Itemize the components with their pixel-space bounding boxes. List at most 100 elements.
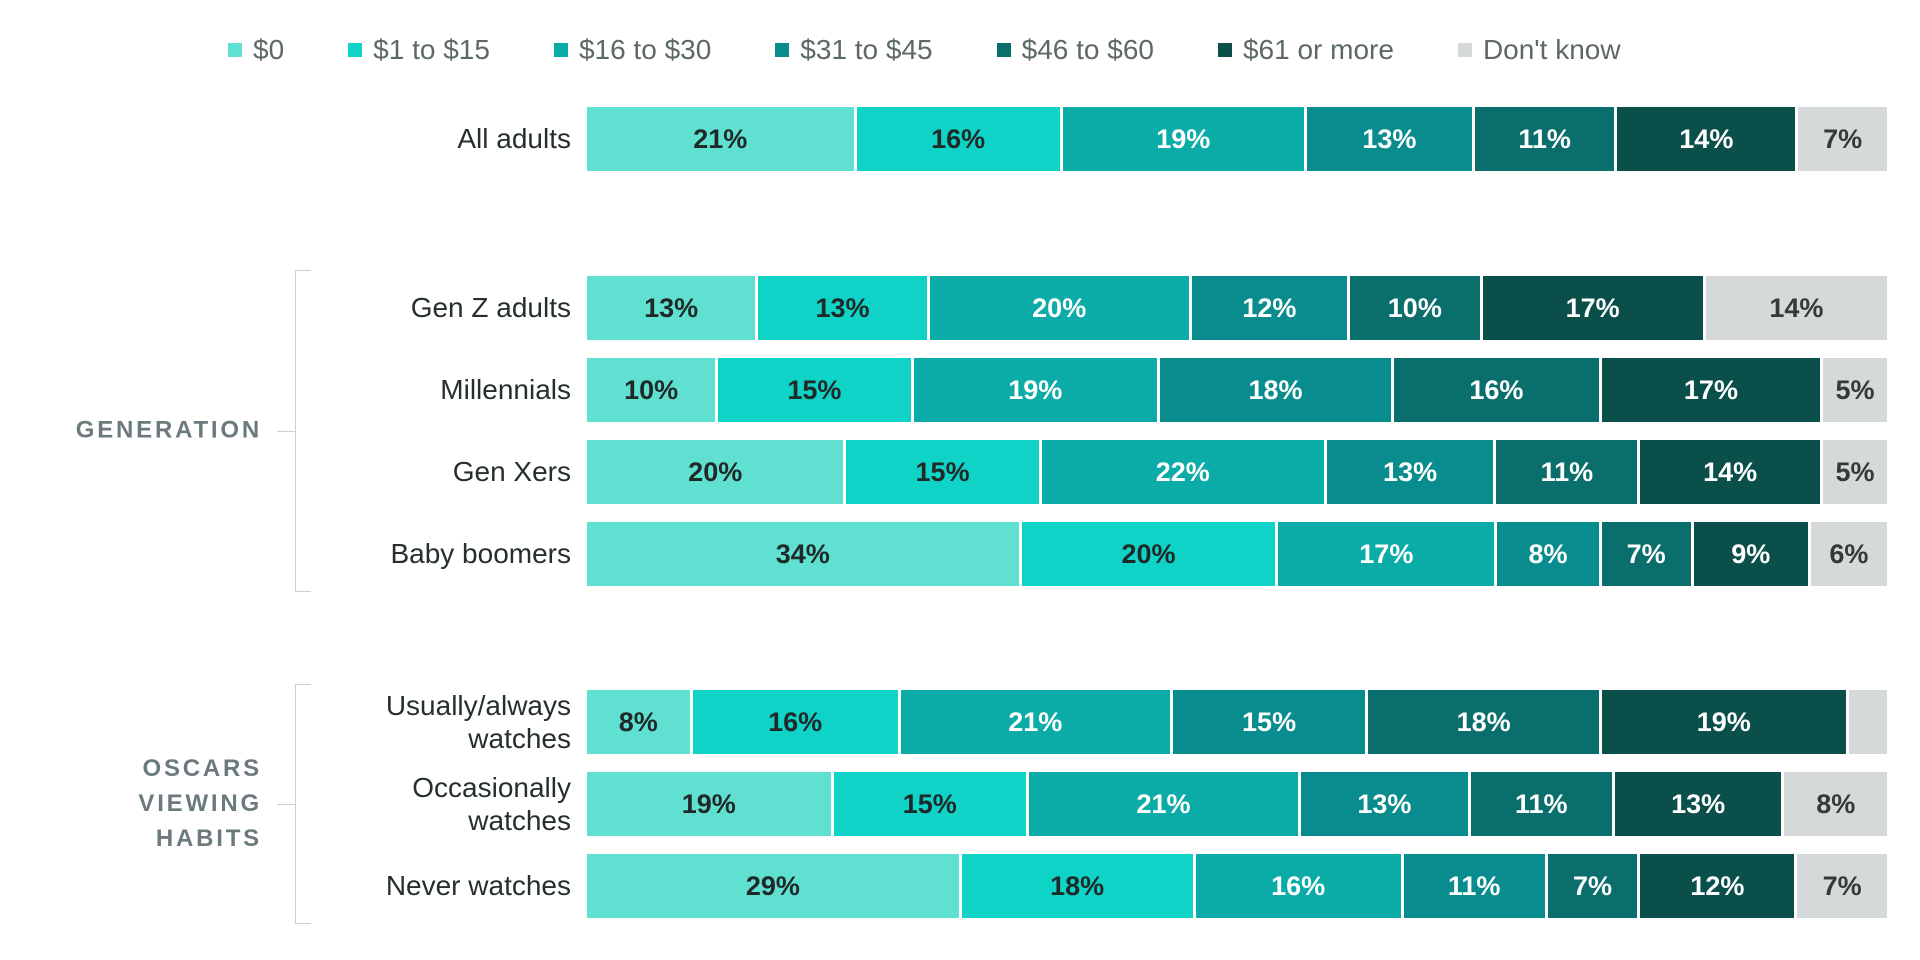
bar-segment: 14%	[1705, 276, 1887, 340]
bar-segment: 6%	[1810, 522, 1887, 586]
legend-item: $46 to $60	[996, 34, 1154, 66]
stacked-bar: 29% 18% 16% 11% 7% 12% 7%	[587, 854, 1887, 918]
legend-label: $31 to $45	[800, 34, 933, 65]
bar-segment: 21%	[900, 690, 1170, 754]
bar-segment: 15%	[718, 358, 911, 422]
bar-segment: 20%	[587, 440, 844, 504]
bar-row: Gen Xers 20% 15% 22% 13% 11% 14% 5%	[0, 440, 1920, 504]
bar-segment: 18%	[1160, 358, 1391, 422]
stacked-bar: 10% 15% 19% 18% 16% 17% 5%	[587, 358, 1887, 422]
row-label: Gen Z adults	[410, 292, 571, 324]
bar-segment: 20%	[929, 276, 1189, 340]
bar-row: Never watches 29% 18% 16% 11% 7% 12% 7%	[0, 854, 1920, 918]
bar-segment: 10%	[587, 358, 716, 422]
legend-swatch-icon	[1217, 43, 1232, 57]
group-bracket	[277, 270, 311, 592]
bar-segment: 15%	[833, 772, 1026, 836]
bar-segment: 14%	[1640, 440, 1820, 504]
legend-item: $31 to $45	[775, 34, 933, 66]
legend-label: Don't know	[1482, 34, 1621, 65]
stacked-bar: 13% 13% 20% 12% 10% 17% 14%	[587, 276, 1887, 340]
legend-swatch-icon	[228, 43, 242, 57]
legend-item: $16 to $30	[553, 34, 712, 66]
bar-segment: 29%	[587, 854, 959, 918]
legend-swatch-icon	[775, 43, 790, 57]
bar-segment: 15%	[846, 440, 1039, 504]
stacked-bar: 34% 20% 17% 8% 7% 9% 6%	[587, 522, 1887, 586]
legend-label: $16 to $30	[578, 34, 712, 65]
bar-segment: 9%	[1693, 522, 1808, 586]
legend-label: $0	[253, 34, 285, 65]
bar-segment: 13%	[758, 276, 927, 340]
bar-segment: 22%	[1041, 440, 1324, 504]
bar-segment: 21%	[1028, 772, 1299, 836]
bar-segment: 19%	[913, 358, 1158, 422]
legend-item: $61 or more	[1217, 34, 1394, 66]
stacked-bar: 21% 16% 19% 13% 11% 14% 7%	[587, 107, 1887, 171]
legend-item: $1 to $15	[348, 34, 490, 66]
bar-segment: 16%	[856, 107, 1060, 171]
bar-segment: 7%	[1798, 107, 1887, 171]
bar-segment: 11%	[1496, 440, 1638, 504]
bar-segment: 19%	[1601, 690, 1846, 754]
bar-row: Occasionally watches 19% 15% 21% 13% 11% 13% 8%	[0, 772, 1920, 836]
bar-segment: 21%	[587, 107, 854, 171]
bar-segment: 8%	[1784, 772, 1887, 836]
bar-segment: 19%	[1062, 107, 1304, 171]
stacked-bar: 19% 15% 21% 13% 11% 13% 8%	[587, 772, 1887, 836]
group-bracket	[277, 684, 311, 924]
bar-segment: 7%	[1797, 854, 1887, 918]
bar-segment: 13%	[1326, 440, 1494, 504]
row-label: All adults	[457, 123, 571, 155]
stacked-bar: 8% 16% 21% 15% 18% 19%	[587, 690, 1887, 754]
group-label: OSCARS VIEWING HABITS	[138, 754, 262, 852]
bar-segment: 7%	[1547, 854, 1638, 918]
bar-segment: 17%	[1601, 358, 1820, 422]
bar-segment: 10%	[1350, 276, 1480, 340]
bar-row: Usually/always watches 8% 16% 21% 15% 18% 19%	[0, 690, 1920, 754]
bar-segment: 15%	[1172, 690, 1366, 754]
bar-segment: 8%	[1497, 522, 1599, 586]
bar-segment: 16%	[692, 690, 898, 754]
bar-row: Millennials 10% 15% 19% 18% 16% 17% 5%	[0, 358, 1920, 422]
stacked-bar: 20% 15% 22% 13% 11% 14% 5%	[587, 440, 1887, 504]
row-label: Millennials	[440, 374, 571, 406]
bar-segment: 12%	[1191, 276, 1348, 340]
row-label: Never watches	[385, 870, 571, 902]
bar-segment: 17%	[1482, 276, 1703, 340]
bar-segment: 16%	[1393, 358, 1599, 422]
legend-item: $0	[228, 34, 284, 66]
bar-segment: 20%	[1021, 522, 1276, 586]
bar-row: All adults 21% 16% 19% 13% 11% 14% 7%	[0, 107, 1920, 171]
row-label: Baby boomers	[390, 538, 571, 570]
bar-segment: 13%	[1614, 772, 1782, 836]
bar-segment: 8%	[587, 690, 690, 754]
chart-section: GENERATION Gen Z adults 13% 13% 20% 12% 10% 17%…	[0, 270, 1920, 604]
legend-swatch-icon	[348, 43, 363, 57]
legend-swatch-icon	[553, 43, 568, 57]
chart-section: OSCARS VIEWING HABITS Usually/always watc…	[0, 684, 1920, 936]
bar-segment: 19%	[587, 772, 831, 836]
bar-segment: 34%	[587, 522, 1019, 586]
bar-segment: 7%	[1601, 522, 1691, 586]
row-label: Gen Xers	[452, 456, 571, 488]
bar-segment: 5%	[1822, 440, 1887, 504]
row-label: Usually/always watches	[385, 689, 571, 754]
row-label: Occasionally watches	[412, 771, 571, 836]
bar-segment: 16%	[1195, 854, 1401, 918]
bar-row: Gen Z adults 13% 13% 20% 12% 10% 17% 14%	[0, 276, 1920, 340]
bar-segment: 13%	[587, 276, 756, 340]
legend-label: $61 or more	[1242, 34, 1394, 65]
bar-segment: 18%	[1368, 690, 1599, 754]
bar-segment: 11%	[1403, 854, 1545, 918]
bar-segment: 11%	[1470, 772, 1612, 836]
chart-section: All adults 21% 16% 19% 13% 11% 14% 7%	[0, 107, 1920, 189]
bar-row: Baby boomers 34% 20% 17% 8% 7% 9% 6%	[0, 522, 1920, 586]
bar-segment: 13%	[1301, 772, 1468, 836]
legend-item: Don't know	[1457, 34, 1621, 66]
bar-segment: 11%	[1474, 107, 1615, 171]
chart-legend: $0 $1 to $15 $16 to $30 $31 to $45 $46 to $6…	[228, 34, 1621, 66]
group-label: GENERATION	[75, 416, 262, 444]
bar-segment: 12%	[1640, 854, 1795, 918]
